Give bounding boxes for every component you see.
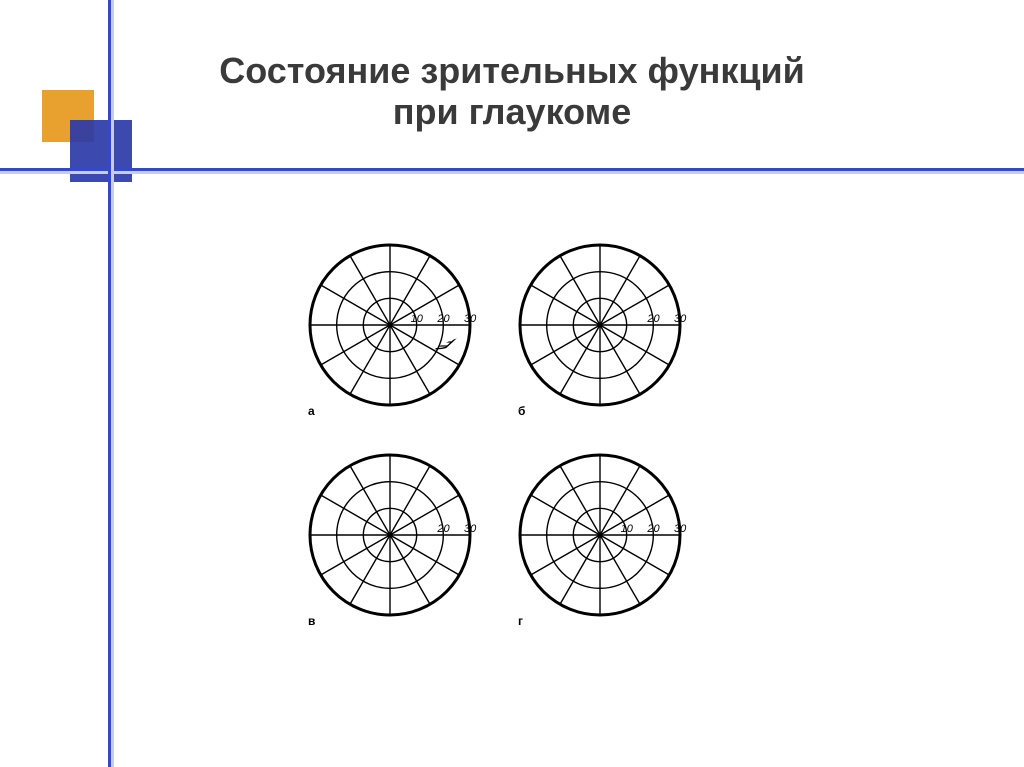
- ring-label-g-10: 10: [621, 523, 634, 535]
- title-line2: при глаукоме: [393, 91, 632, 132]
- chart-label-g: г: [518, 614, 523, 628]
- ring-label-g-20: 20: [646, 523, 660, 535]
- polar-chart-g: 10 20 30 г: [518, 455, 687, 628]
- ring-label-b-30: 30: [674, 313, 687, 325]
- ring-label-v-30: 30: [464, 523, 477, 535]
- slide-title: Состояние зрительных функций при глауком…: [0, 50, 1024, 133]
- charts-container: 10 20 30 а 20 30 б 20 30 в 10 20 30 г: [300, 235, 740, 680]
- chart-label-v: в: [308, 614, 315, 628]
- ring-label-a-10: 10: [411, 313, 424, 325]
- ring-label-g-30: 30: [674, 523, 687, 535]
- ring-label-a-20: 20: [436, 313, 450, 325]
- ring-label-v-20: 20: [436, 523, 450, 535]
- chart-label-b: б: [518, 404, 525, 418]
- charts-svg: 10 20 30 а 20 30 б 20 30 в 10 20 30 г: [300, 235, 740, 675]
- polar-chart-b: 20 30 б: [518, 245, 687, 418]
- polar-chart-v: 20 30 в: [308, 455, 477, 628]
- chart-label-a: а: [308, 404, 315, 418]
- ring-label-a-30: 30: [464, 313, 477, 325]
- polar-chart-a: 10 20 30 а: [308, 245, 477, 418]
- deco-hbar-bot: [0, 171, 1024, 174]
- ring-label-b-20: 20: [646, 313, 660, 325]
- title-line1: Состояние зрительных функций: [219, 50, 805, 91]
